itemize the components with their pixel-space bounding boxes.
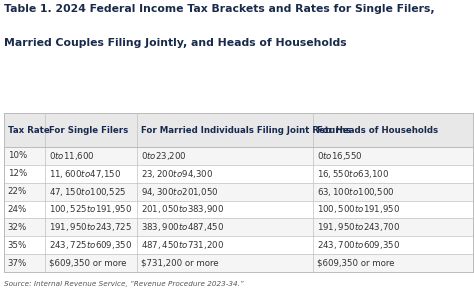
- Text: $201,050 to $383,900: $201,050 to $383,900: [141, 203, 224, 216]
- Bar: [4, 147, 473, 165]
- Text: $191,950 to $243,725: $191,950 to $243,725: [49, 221, 132, 233]
- Text: $16,550 to $63,100: $16,550 to $63,100: [317, 168, 389, 180]
- Text: Source: Internal Revenue Service, “Revenue Procedure 2023-34.”: Source: Internal Revenue Service, “Reven…: [4, 280, 244, 287]
- Text: For Married Individuals Filing Joint Returns: For Married Individuals Filing Joint Ret…: [141, 126, 351, 135]
- Bar: [4, 183, 473, 201]
- Text: $243,725 to $609,350: $243,725 to $609,350: [49, 239, 132, 251]
- Text: $47,150 to $100,525: $47,150 to $100,525: [49, 186, 126, 198]
- Text: $609,350 or more: $609,350 or more: [317, 258, 394, 268]
- Text: Table 1. 2024 Federal Income Tax Brackets and Rates for Single Filers,: Table 1. 2024 Federal Income Tax Bracket…: [4, 4, 434, 14]
- Text: Tax Rate: Tax Rate: [8, 126, 49, 135]
- Text: $0 to $16,550: $0 to $16,550: [317, 150, 363, 162]
- Bar: [4, 218, 473, 236]
- Text: $0 to $11,600: $0 to $11,600: [49, 150, 95, 162]
- Bar: [4, 165, 473, 183]
- Text: $731,200 or more: $731,200 or more: [141, 258, 219, 268]
- Text: $63,100 to $100,500: $63,100 to $100,500: [317, 186, 395, 198]
- Text: For Heads of Households: For Heads of Households: [317, 126, 438, 135]
- Text: 37%: 37%: [8, 258, 27, 268]
- Text: 32%: 32%: [8, 223, 27, 232]
- Text: $191,950 to $243,700: $191,950 to $243,700: [317, 221, 400, 233]
- Text: $100,525 to $191,950: $100,525 to $191,950: [49, 203, 132, 216]
- Text: Married Couples Filing Jointly, and Heads of Households: Married Couples Filing Jointly, and Head…: [4, 38, 346, 48]
- Text: $243,700 to $609,350: $243,700 to $609,350: [317, 239, 400, 251]
- Text: 12%: 12%: [8, 169, 27, 178]
- Bar: [4, 254, 473, 272]
- Text: $11,600 to $47,150: $11,600 to $47,150: [49, 168, 121, 180]
- Text: 35%: 35%: [8, 241, 27, 250]
- Text: $383,900 to $487,450: $383,900 to $487,450: [141, 221, 224, 233]
- Text: For Single Filers: For Single Filers: [49, 126, 128, 135]
- Text: 24%: 24%: [8, 205, 27, 214]
- Text: $487,450 to $731,200: $487,450 to $731,200: [141, 239, 224, 251]
- Text: $100,500 to $191,950: $100,500 to $191,950: [317, 203, 400, 216]
- Text: $0 to $23,200: $0 to $23,200: [141, 150, 187, 162]
- Text: $609,350 or more: $609,350 or more: [49, 258, 127, 268]
- Text: 22%: 22%: [8, 187, 27, 196]
- Text: 10%: 10%: [8, 151, 27, 161]
- Bar: [4, 236, 473, 254]
- Bar: [4, 201, 473, 218]
- Text: $23,200 to $94,300: $23,200 to $94,300: [141, 168, 213, 180]
- Text: $94,300 to $201,050: $94,300 to $201,050: [141, 186, 219, 198]
